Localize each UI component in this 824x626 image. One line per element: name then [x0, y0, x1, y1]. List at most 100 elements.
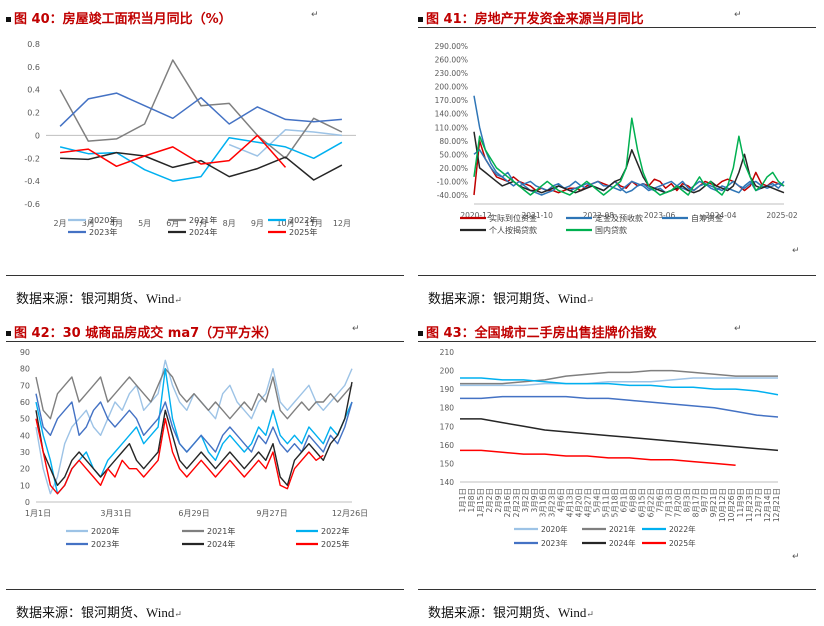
return-mark-icon: ↵ — [792, 246, 800, 256]
y-tick-label: 170 — [440, 422, 455, 431]
source-text: 数据来源：银河期货、Wind — [16, 291, 175, 306]
x-tick-label: 12月7日 — [754, 488, 763, 517]
divider — [418, 589, 816, 590]
legend-label: 2022年 — [289, 215, 317, 225]
return-mark-icon: ↵ — [586, 295, 594, 305]
y-tick-label: 0 — [35, 131, 40, 140]
x-tick-label: 2月 — [54, 219, 67, 228]
line-chart: 0.8 0.6 0.4 0.2 0 -0.2 -0.4 -0.6 2月 3月 4月 5月 6月 7月 8月 9… — [24, 40, 356, 237]
x-tick-label: 4月20日 — [575, 488, 584, 517]
x-tick-label: 6月15日 — [637, 488, 646, 517]
y-tick-label: 140.00% — [435, 110, 468, 119]
y-tick-label: 200.00% — [435, 83, 468, 92]
chart-panel-30city-sales: 图 42：30 城商品房成交 ma7（万平方米） ↵ 90 80 70 60 50 40 3… — [6, 314, 410, 626]
x-tick-label: 4月6日 — [557, 488, 566, 513]
chart-title: 图 42：30 城商品房成交 ma7（万平方米） — [6, 322, 277, 341]
y-tick-label: 110.00% — [435, 123, 468, 132]
chart-panel-listing-price-index: 图 43：全国城市二手房出售挂牌价指数 ↵ 210 200 190 180 170 160… — [418, 314, 822, 626]
x-tick-label: 2月9日 — [494, 488, 503, 513]
series-line — [473, 131, 785, 194]
legend-label: 自筹资金 — [691, 213, 723, 223]
x-tick-label: 6月29日 — [178, 509, 209, 518]
y-tick-label: 60 — [20, 398, 30, 407]
bullet-square-icon — [6, 17, 11, 22]
x-tick-label: 12月 — [333, 219, 351, 228]
legend-label: 2023年 — [91, 539, 119, 549]
bullet-square-icon — [418, 331, 423, 336]
x-tick-label: 6月1日 — [619, 488, 628, 513]
x-tick-label: 5月 — [138, 219, 151, 228]
x-tick-label: 2021-10 — [522, 211, 554, 220]
y-tick-label: 260.00% — [435, 56, 468, 65]
source-text: 数据来源：银河期货、Wind — [428, 605, 587, 620]
y-tick-label: 50.00% — [439, 150, 468, 159]
legend-label: 国内贷款 — [595, 225, 627, 235]
x-tick-label: 7月20日 — [673, 488, 682, 517]
y-tick-label: 190 — [440, 385, 455, 394]
x-tick-label: 3月9日 — [530, 488, 539, 513]
y-tick-label: -10.00% — [437, 177, 468, 186]
series-line — [473, 117, 785, 196]
x-tick-label: 3月31日 — [100, 509, 131, 518]
x-tick-label: 8月17日 — [691, 488, 700, 517]
series-line — [460, 449, 736, 467]
legend-label: 2025年 — [669, 538, 696, 548]
series-line — [460, 377, 778, 387]
x-tick-label: 9月21日 — [709, 488, 718, 517]
legend-label: 个人按揭贷款 — [489, 225, 537, 235]
y-tick-label: 180 — [440, 404, 455, 413]
chart-panel-funding-source: 图 41：房地产开发资金来源当月同比 ↵ 290.00% 260.00% 230.0… — [418, 0, 822, 312]
x-tick-label: 2023-06 — [644, 211, 676, 220]
return-mark-icon: ↵ — [586, 609, 594, 619]
source-note: 数据来源：银河期货、Wind↵ — [428, 602, 594, 621]
y-tick-label: 0.8 — [27, 40, 40, 49]
x-tick-label: 12月14日 — [763, 488, 772, 522]
x-tick-label: 4月27日 — [584, 488, 593, 517]
y-tick-label: 150 — [440, 459, 455, 468]
source-note: 数据来源：银河期货、Wind↵ — [428, 288, 594, 307]
y-tick-label: 0 — [25, 498, 30, 507]
x-tick-label: 1月15日 — [476, 488, 485, 517]
x-tick-label: 2月23日 — [512, 488, 521, 517]
series-line — [460, 395, 779, 418]
y-tick-label: 10 — [20, 481, 30, 490]
divider — [418, 27, 816, 28]
divider — [6, 589, 404, 590]
source-text: 数据来源：银河期货、Wind — [16, 605, 175, 620]
y-tick-label: 20 — [20, 465, 30, 474]
y-tick-label: 290.00% — [435, 42, 468, 51]
divider — [6, 341, 404, 342]
x-tick-label: 11月 — [305, 219, 323, 228]
x-tick-label: 2020-12 — [460, 211, 492, 220]
y-tick-label: 90 — [20, 348, 30, 357]
legend-label: 2023年 — [541, 538, 568, 548]
series-line — [60, 134, 287, 168]
chart-title-prefix: 图 40： — [14, 12, 63, 27]
x-tick-label: 7月 — [194, 219, 207, 228]
x-tick-label: 9月 — [251, 219, 264, 228]
series-line — [473, 95, 785, 196]
x-tick-label: 1月8日 — [467, 488, 476, 513]
x-tick-label: 10月 — [276, 219, 294, 228]
y-tick-label: 210 — [440, 348, 455, 357]
series-line — [460, 418, 779, 452]
series-line — [35, 393, 353, 453]
chart-title-text: 全国城市二手房出售挂牌价指数 — [474, 326, 657, 341]
legend-label: 2024年 — [189, 227, 217, 237]
legend-label: 2024年 — [207, 539, 235, 549]
series-line — [473, 149, 785, 192]
x-tick-label: 2024-04 — [705, 211, 737, 220]
return-mark-icon: ↵ — [352, 324, 360, 334]
x-tick-label: 7月13日 — [664, 488, 673, 517]
y-tick-label: 200 — [440, 367, 455, 376]
y-tick-label: 0.4 — [27, 86, 40, 95]
x-tick-label: 9月7日 — [700, 488, 709, 513]
chart-title-prefix: 图 43： — [426, 326, 475, 341]
chart-title: 图 40：房屋竣工面积当月同比（%） — [6, 8, 232, 27]
legend-label: 定金及预收款 — [595, 213, 643, 223]
x-tick-label: 2月2日 — [485, 488, 494, 513]
chart-title: 图 43：全国城市二手房出售挂牌价指数 — [418, 322, 657, 341]
series-line — [60, 151, 343, 181]
legend-label: 2021年 — [609, 524, 636, 534]
